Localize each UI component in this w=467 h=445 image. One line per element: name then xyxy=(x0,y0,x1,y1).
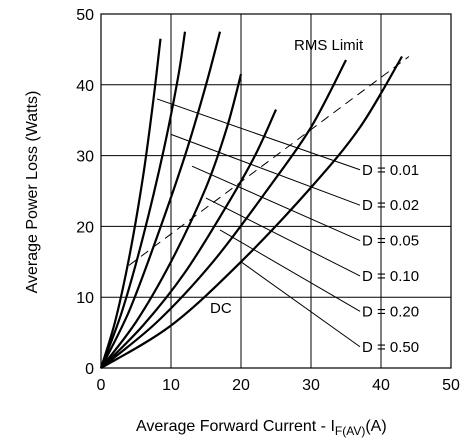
curves xyxy=(99,31,410,369)
dc-label: DC xyxy=(210,300,232,317)
x-tick-label: 40 xyxy=(372,377,390,394)
duty-leader-line xyxy=(219,229,361,312)
duty-leader-line xyxy=(170,133,361,206)
duty-cycle-label: D = 0.01 xyxy=(362,162,419,179)
tick-labels: 0 10 20 30 40 50 0 10 20 30 40 50 xyxy=(76,7,460,394)
y-tick-label: 20 xyxy=(76,219,94,236)
x-axis-label: Average Forward Current - IF(AV)(A) xyxy=(136,418,387,438)
x-tick-label: 30 xyxy=(302,377,320,394)
duty-leader-line xyxy=(156,98,361,171)
x-tick-label: 20 xyxy=(232,377,250,394)
duty-cycle-label: D = 0.10 xyxy=(362,268,419,285)
power-loss-curve xyxy=(100,55,403,369)
y-tick-label: 40 xyxy=(76,78,94,95)
duty-leader-line xyxy=(240,261,361,348)
power-loss-curve xyxy=(100,31,222,369)
x-axis-label-subscript: F(AV) xyxy=(335,424,365,438)
x-axis-label-unit: (A) xyxy=(365,418,386,435)
power-loss-curve xyxy=(100,109,277,369)
y-tick-label: 10 xyxy=(76,290,94,307)
power-loss-curve xyxy=(100,73,243,369)
duty-leader-line xyxy=(205,197,361,277)
duty-leaders xyxy=(156,98,361,348)
power-loss-curve xyxy=(100,59,347,369)
rms-limit-line xyxy=(128,56,410,266)
duty-cycle-label: D = 0.02 xyxy=(362,197,419,214)
x-tick-label: 50 xyxy=(442,377,460,394)
y-axis-label: Average Power Loss (Watts) xyxy=(24,91,41,294)
x-tick-label: 10 xyxy=(162,377,180,394)
duty-leader-line xyxy=(191,165,361,242)
plot-frame xyxy=(100,13,452,369)
x-tick-label: 0 xyxy=(97,377,106,394)
y-tick-label: 30 xyxy=(76,149,94,166)
power-loss-curve xyxy=(99,31,187,369)
rms-limit-label: RMS Limit xyxy=(294,37,364,54)
duty-labels: D = 0.01 D = 0.02 D = 0.05 D = 0.10 D = 0.20… xyxy=(362,162,419,356)
duty-cycle-label: D = 0.50 xyxy=(362,339,419,356)
x-axis-label-main: Average Forward Current - I xyxy=(136,418,335,435)
y-tick-label: 50 xyxy=(76,7,94,24)
duty-cycle-label: D = 0.20 xyxy=(362,303,419,320)
duty-cycle-label: D = 0.05 xyxy=(362,233,419,250)
y-tick-label: 0 xyxy=(85,361,94,378)
power-loss-curve xyxy=(99,38,162,369)
